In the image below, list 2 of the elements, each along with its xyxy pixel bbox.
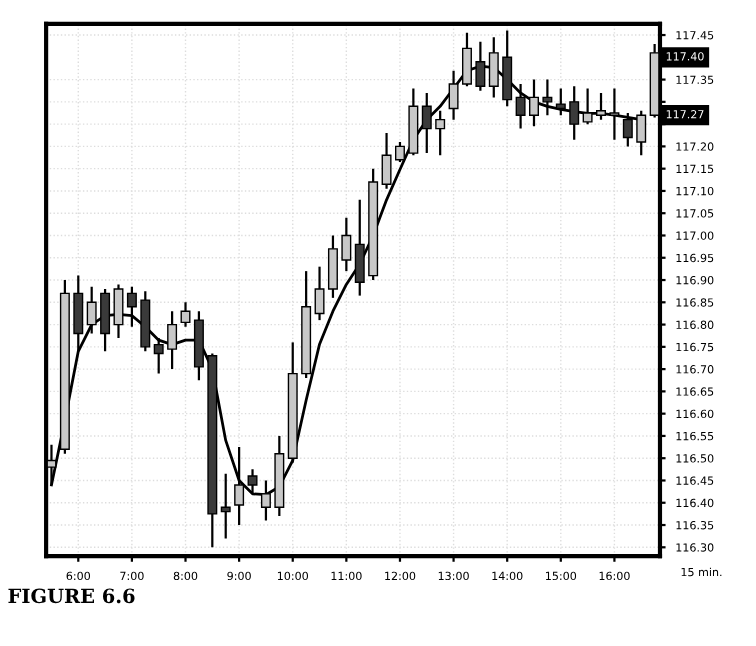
candlestick: [113, 283, 124, 340]
text: FIGURE 6.6: [8, 588, 135, 604]
